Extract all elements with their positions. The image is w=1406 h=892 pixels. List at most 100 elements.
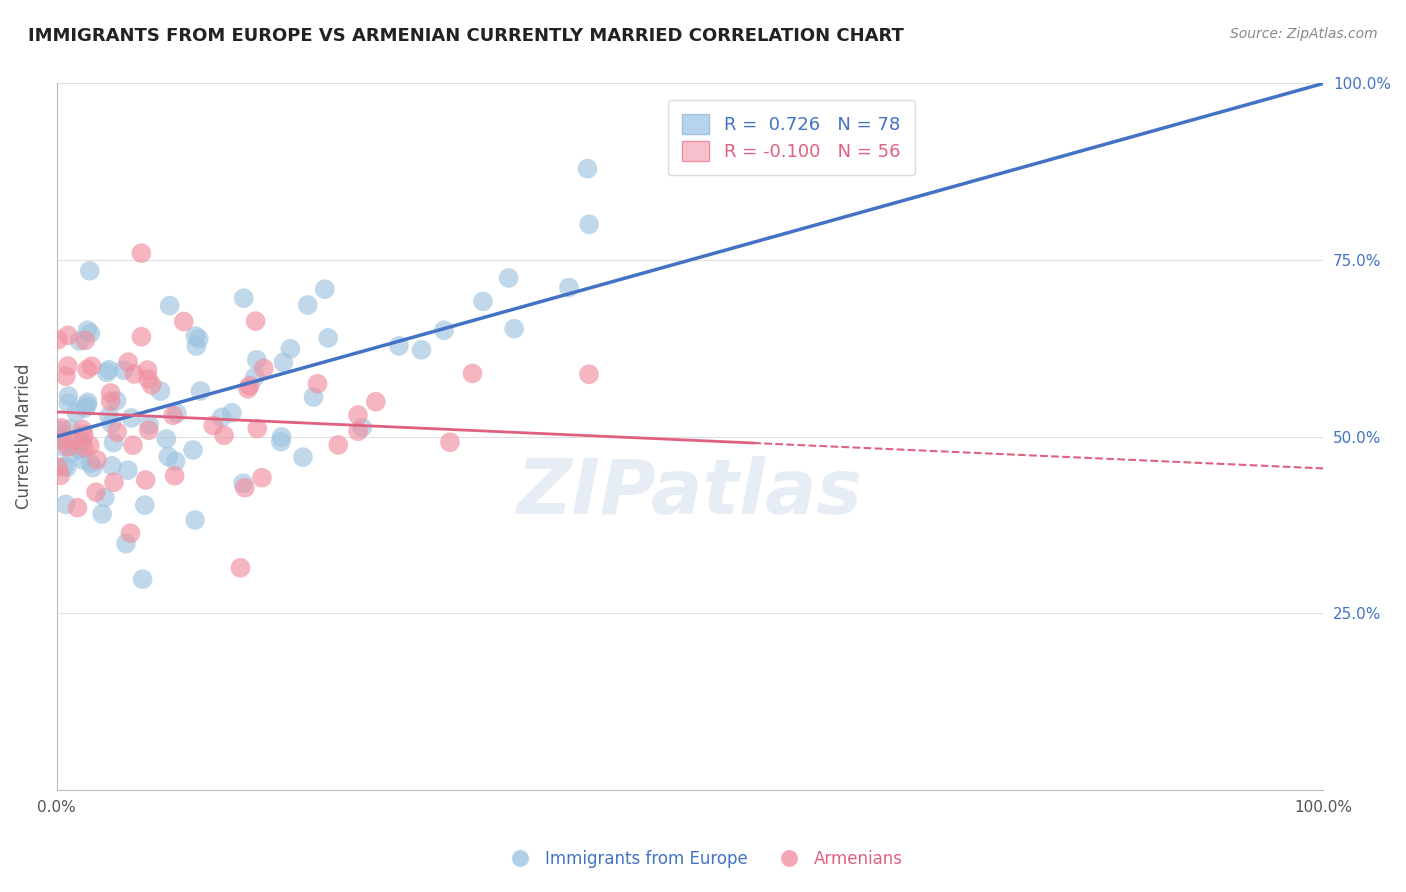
Point — [55, 498, 77, 512]
Point — [184, 513, 207, 527]
Point — [80, 359, 103, 374]
Point — [212, 428, 235, 442]
Point — [239, 378, 262, 392]
Point — [51, 434, 73, 448]
Point — [246, 421, 269, 435]
Point — [46, 333, 69, 347]
Text: Source: ZipAtlas.com: Source: ZipAtlas.com — [1230, 27, 1378, 41]
Point — [187, 332, 209, 346]
Point — [245, 314, 267, 328]
Point — [236, 382, 259, 396]
Point — [347, 424, 370, 438]
Point — [72, 434, 94, 449]
Point — [250, 471, 273, 485]
Point — [72, 453, 94, 467]
Point — [56, 328, 79, 343]
Point — [232, 476, 254, 491]
Point — [56, 460, 79, 475]
Point — [120, 526, 142, 541]
Point — [79, 456, 101, 470]
Point — [97, 363, 120, 377]
Point — [352, 420, 374, 434]
Point — [76, 362, 98, 376]
Point — [297, 298, 319, 312]
Point — [96, 365, 118, 379]
Point — [105, 425, 128, 439]
Point — [558, 280, 581, 294]
Point — [221, 406, 243, 420]
Point — [56, 359, 79, 373]
Point — [100, 386, 122, 401]
Point — [229, 561, 252, 575]
Point — [316, 331, 339, 345]
Point — [115, 536, 138, 550]
Point — [122, 438, 145, 452]
Point — [59, 422, 82, 436]
Point — [51, 427, 73, 442]
Point — [141, 378, 163, 392]
Point — [131, 330, 153, 344]
Point — [162, 409, 184, 423]
Point — [461, 367, 484, 381]
Y-axis label: Currently Married: Currently Married — [15, 364, 32, 509]
Point — [76, 398, 98, 412]
Point — [190, 384, 212, 398]
Point — [328, 438, 350, 452]
Point — [136, 372, 159, 386]
Point — [131, 572, 153, 586]
Point — [578, 368, 600, 382]
Point — [79, 438, 101, 452]
Point — [232, 291, 254, 305]
Point — [66, 500, 89, 515]
Point — [243, 370, 266, 384]
Point — [273, 355, 295, 369]
Point — [124, 367, 146, 381]
Point — [302, 390, 325, 404]
Point — [91, 507, 114, 521]
Point — [155, 432, 177, 446]
Point — [134, 498, 156, 512]
Point — [82, 460, 104, 475]
Point — [202, 418, 225, 433]
Point — [138, 417, 160, 432]
Point — [120, 411, 142, 425]
Point — [159, 299, 181, 313]
Point — [51, 421, 73, 435]
Point — [49, 468, 72, 483]
Point — [163, 468, 186, 483]
Point — [69, 442, 91, 457]
Point — [347, 408, 370, 422]
Point — [439, 435, 461, 450]
Point — [498, 271, 520, 285]
Point — [138, 423, 160, 437]
Point — [253, 361, 276, 376]
Point — [135, 473, 157, 487]
Point — [136, 363, 159, 377]
Point — [79, 264, 101, 278]
Point — [100, 394, 122, 409]
Point — [86, 452, 108, 467]
Point — [60, 446, 83, 460]
Point — [233, 481, 256, 495]
Point — [103, 435, 125, 450]
Legend: R =  0.726   N = 78, R = -0.100   N = 56: R = 0.726 N = 78, R = -0.100 N = 56 — [668, 100, 915, 176]
Point — [52, 440, 75, 454]
Point — [117, 463, 139, 477]
Point — [291, 450, 314, 464]
Point — [503, 322, 526, 336]
Point — [100, 417, 122, 431]
Text: IMMIGRANTS FROM EUROPE VS ARMENIAN CURRENTLY MARRIED CORRELATION CHART: IMMIGRANTS FROM EUROPE VS ARMENIAN CURRE… — [28, 27, 904, 45]
Point — [186, 339, 208, 353]
Text: ZIPatlas: ZIPatlas — [517, 456, 863, 530]
Point — [76, 323, 98, 337]
Point — [52, 459, 75, 474]
Point — [73, 401, 96, 415]
Point — [131, 246, 153, 260]
Point — [79, 326, 101, 341]
Point — [49, 434, 72, 448]
Point — [704, 106, 727, 120]
Point — [58, 396, 80, 410]
Point — [98, 409, 121, 424]
Point — [72, 423, 94, 437]
Point — [307, 376, 329, 391]
